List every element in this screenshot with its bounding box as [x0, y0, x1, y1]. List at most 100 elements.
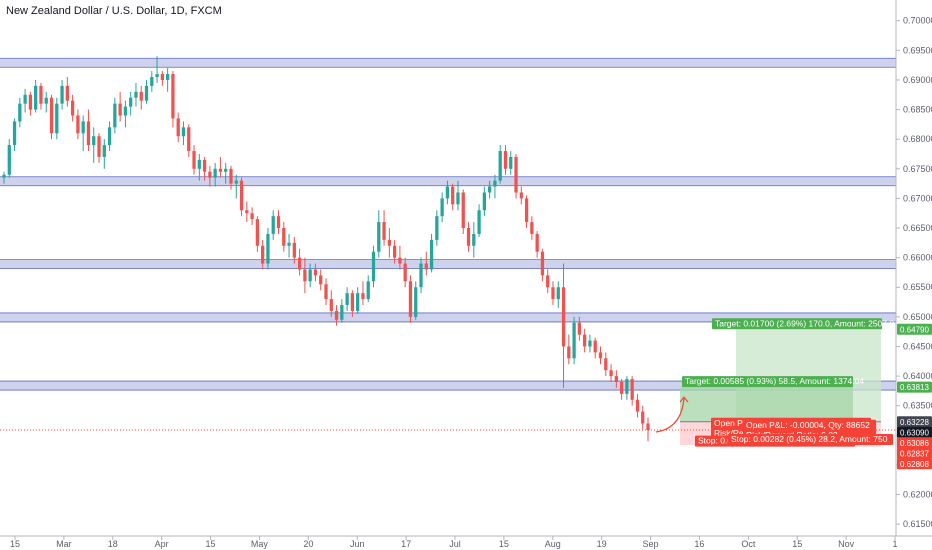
- candle-body: [514, 156, 518, 193]
- candle-body: [7, 145, 11, 175]
- profit-zone[interactable]: [680, 387, 853, 422]
- price-tag: 0.64790: [897, 323, 932, 335]
- candle-body: [350, 293, 355, 311]
- candle: [81, 115, 85, 152]
- candle: [593, 337, 597, 359]
- x-tick-label: Apr: [155, 539, 169, 549]
- candle-body: [371, 251, 376, 282]
- candle: [97, 133, 101, 163]
- candle: [250, 207, 254, 226]
- x-tick-label: 15: [792, 539, 802, 549]
- candle-body: [366, 281, 370, 300]
- candle-body: [435, 216, 439, 240]
- candle: [598, 346, 603, 365]
- candle: [350, 290, 355, 317]
- x-tick-label: 20: [303, 539, 313, 549]
- candle: [234, 174, 238, 199]
- candle: [129, 91, 133, 116]
- candle-body: [261, 245, 265, 264]
- candle-body: [361, 293, 365, 300]
- candle: [76, 109, 80, 140]
- price-tag-bg: [897, 458, 932, 470]
- candle: [44, 91, 48, 113]
- candle-body: [49, 97, 54, 134]
- sr-zone: [0, 312, 896, 322]
- candle: [276, 210, 281, 234]
- candle: [503, 145, 508, 175]
- price-tag-text: 0.63086: [900, 439, 929, 448]
- candle-body: [319, 275, 323, 285]
- candle-body: [28, 94, 33, 110]
- x-tick-label: 16: [694, 539, 704, 549]
- candle: [303, 257, 307, 294]
- candle: [403, 257, 407, 288]
- candle: [524, 195, 529, 229]
- pnl-label-2-text: Open P&L: -0.00004, Qty: 88652: [746, 420, 870, 430]
- candle: [366, 275, 370, 303]
- candle: [319, 269, 323, 291]
- candle: [514, 153, 518, 199]
- candle-body: [308, 269, 312, 282]
- candle-body: [572, 322, 576, 359]
- candle-body: [334, 310, 339, 320]
- candle-body: [166, 74, 170, 80]
- candle-body: [472, 233, 476, 246]
- price-tag-bg: [897, 416, 932, 428]
- candle: [55, 97, 59, 140]
- candle: [107, 121, 112, 152]
- candle-body: [129, 97, 133, 107]
- candle: [477, 204, 481, 237]
- candle-body: [208, 171, 212, 178]
- x-tick-label: May: [251, 539, 269, 549]
- candle: [150, 71, 154, 92]
- candle-body: [92, 136, 96, 146]
- x-tick-label: 17: [401, 539, 411, 549]
- candle: [519, 186, 523, 205]
- zone-layer: [0, 57, 896, 391]
- candle-body: [556, 287, 560, 300]
- x-tick-label: 15: [499, 539, 509, 549]
- candle-body: [493, 180, 497, 187]
- x-tick-label: Jul: [449, 539, 461, 549]
- sr-zone: [0, 259, 896, 269]
- candle-body: [239, 180, 244, 211]
- candle-body: [445, 186, 450, 199]
- candle-body: [187, 127, 191, 152]
- candle-body: [34, 85, 38, 110]
- candle: [65, 76, 69, 107]
- candle-body: [292, 242, 296, 258]
- candle-body: [218, 168, 223, 172]
- candle: [197, 153, 201, 181]
- price-tag-text: 0.62808: [900, 460, 929, 469]
- candle: [498, 145, 502, 184]
- pnl-label-2: Open P&L: -0.00004, Qty: 88652: [743, 419, 876, 431]
- candle-body: [113, 103, 117, 128]
- candle: [577, 316, 582, 341]
- candle-body: [224, 168, 228, 172]
- candle-body: [55, 103, 59, 134]
- candle-body: [524, 198, 529, 223]
- candle-body: [387, 239, 391, 246]
- candle: [472, 222, 476, 258]
- candle: [609, 364, 613, 383]
- target-label-2: Target: 0.00585 (0.93%) 58.5, Amount: 13…: [682, 376, 864, 388]
- candle: [630, 376, 634, 406]
- candle: [34, 79, 38, 113]
- candle-body: [429, 239, 434, 270]
- candle: [530, 216, 534, 240]
- candle-body: [461, 192, 465, 229]
- candle: [451, 183, 455, 211]
- time-axis[interactable]: 15 Mar 18 Apr 15 May 20 Jun 17 Jul 15 Aug 19 Sep 16 Oct…: [10, 536, 898, 549]
- target-label-2-text: Target: 0.00585 (0.93%) 58.5, Amount: 13…: [685, 376, 864, 386]
- target-label-2-bg: [682, 376, 853, 388]
- candle: [239, 177, 244, 217]
- candle-body: [160, 74, 164, 80]
- candle: [461, 189, 465, 234]
